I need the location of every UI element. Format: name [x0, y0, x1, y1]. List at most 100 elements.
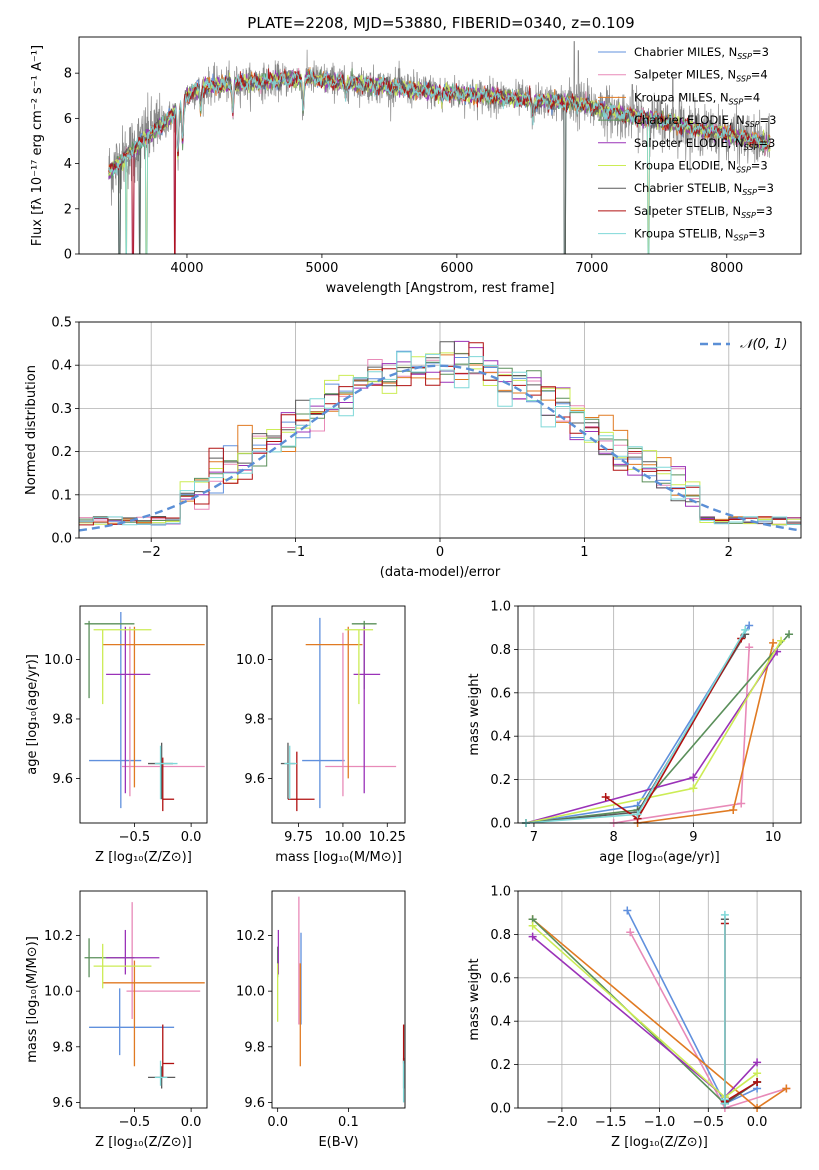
y-tick-label: 0.3: [51, 402, 72, 417]
x-tick-label: 7000: [575, 261, 608, 276]
x-tick-label: −1.0: [644, 1115, 676, 1130]
legend-label: Chabrier STELIB, NSSP=3: [634, 181, 774, 197]
mass-weight-vs-age-panel: 7 8 9 10 0.0 0.2 0.4 0.6 0.8 1.0 age [log₁₀(age/yr…: [467, 600, 802, 865]
axes-frame: [517, 605, 802, 824]
legend-tail: =4: [751, 68, 768, 82]
weight-line-kroupa-stelib: [525, 629, 746, 824]
y-tick-label: 10.2: [44, 929, 73, 944]
mass-vs-extinction-panel: 0.0 0.1 9.6 9.8 10.0 10.2 E(B-V): [236, 890, 406, 1150]
legend-subscript: SSP: [744, 143, 759, 152]
histogram-salpeter-stelib: [79, 342, 801, 526]
legend-tail: =3: [752, 45, 769, 59]
x-tick-label: 0.0: [747, 1115, 768, 1130]
plot-area: [277, 896, 405, 1103]
x-tick-label: −0.5: [119, 1115, 151, 1130]
legend-subscript: SSP: [741, 211, 756, 220]
x-tick-label: −0.5: [119, 830, 151, 845]
weight-marker-kroupa-elodie: [528, 921, 537, 930]
axes-frame: [78, 321, 802, 539]
spectrum-panel: 4000 5000 6000 7000 8000 0 2 4 6 8 wavelength [Ang…: [30, 36, 802, 296]
legend-label: Salpeter ELODIE, NSSP=3: [634, 136, 775, 152]
x-axis-label: age [log₁₀(age/yr)]: [599, 850, 720, 865]
x-tick-label: 8: [610, 830, 618, 845]
legend-label: Kroupa MILES, NSSP=4: [634, 90, 760, 106]
legend-tail: =3: [748, 227, 765, 241]
y-tick-label: 10.0: [44, 985, 73, 1000]
y-tick-label: 0.4: [51, 359, 72, 374]
x-tick-label: 6000: [440, 261, 473, 276]
y-tick-label: 2: [64, 202, 72, 217]
weight-marker-chabrier-elodie: [785, 630, 794, 639]
legend-label: Kroupa STELIB, NSSP=3: [634, 227, 765, 243]
y-tick-label: 0.6: [490, 971, 511, 986]
weight-marker-kroupa-stelib: [720, 910, 729, 919]
legend-label: Salpeter MILES, NSSP=4: [634, 68, 768, 84]
x-tick-label: −1: [286, 545, 305, 560]
legend-subscript: SSP: [729, 97, 744, 106]
x-axis-label: Z [log₁₀(Z/Z⊙)]: [95, 850, 192, 865]
mass-weight-vs-metallicity-panel: −2.0 −1.5 −1.0 −0.5 0.0 0.0 0.2 0.4 0.6 0.8 1.0 Z […: [467, 885, 802, 1150]
weight-marker-salpeter-elodie: [689, 773, 698, 782]
plot-area: [108, 41, 771, 254]
y-tick-label: 9.8: [52, 1040, 73, 1055]
y-tick-label: 0.0: [490, 1102, 511, 1117]
weight-marker-salpeter-elodie: [528, 932, 537, 941]
weight-marker-chabrier-miles: [623, 906, 632, 915]
x-tick-label: −0.5: [693, 1115, 725, 1130]
weight-marker-kroupa-stelib: [633, 810, 642, 819]
weight-marker-chabrier-miles: [745, 621, 754, 630]
x-tick-label: 9: [689, 830, 697, 845]
legend-tail: =3: [751, 159, 768, 173]
x-tick-label: 0.0: [181, 1115, 202, 1130]
y-tick-label: 0.0: [51, 532, 72, 547]
legend-tail: =3: [757, 181, 774, 195]
legend-tail: =4: [743, 90, 760, 104]
y-tick-label: 9.6: [244, 772, 265, 787]
weight-marker-salpeter-stelib: [601, 792, 610, 801]
y-axis-label: mass weight: [467, 958, 482, 1040]
y-tick-label: 6: [64, 112, 72, 127]
y-tick-label: 0.2: [51, 445, 72, 460]
legend-subscript: SSP: [736, 75, 751, 84]
legend-tail: =3: [756, 204, 773, 218]
y-tick-label: 8: [64, 67, 72, 82]
y-tick-label: 9.8: [52, 712, 73, 727]
legend-label: Salpeter STELIB, NSSP=3: [634, 204, 773, 220]
weight-line-kroupa-elodie: [525, 640, 782, 824]
legend-subscript: SSP: [737, 52, 752, 61]
x-tick-label: 4000: [170, 261, 203, 276]
weight-marker-kroupa-stelib: [720, 1095, 729, 1104]
legend-tail: =3: [758, 136, 775, 150]
x-tick-label: 10: [765, 830, 782, 845]
legend-label: Kroupa ELODIE, NSSP=3: [634, 159, 768, 175]
age-vs-metallicity-panel: −0.5 0.0 9.6 9.8 10.0 Z [log₁₀(Z/Z⊙)] age [log…: [25, 605, 208, 865]
x-axis-label: E(B-V): [318, 1135, 358, 1150]
legend-subscript: SSP: [745, 120, 760, 129]
y-tick-label: 9.6: [52, 772, 73, 787]
weight-marker-salpeter-stelib: [753, 1077, 762, 1086]
y-axis-label: age [log₁₀(age/yr)]: [25, 654, 40, 775]
weight-marker-salpeter-elodie: [753, 1058, 762, 1067]
axes-frame: [78, 36, 802, 255]
weight-marker-kroupa-elodie: [777, 636, 786, 645]
y-tick-label: 1.0: [490, 885, 511, 900]
y-tick-label: 0.4: [490, 1015, 511, 1030]
y-tick-label: 10.2: [236, 929, 265, 944]
x-tick-label: 8000: [710, 261, 743, 276]
weight-line-chabrier-elodie: [525, 633, 790, 824]
x-axis-label: Z [log₁₀(Z/Z⊙)]: [611, 1135, 708, 1150]
y-tick-label: 0.4: [490, 730, 511, 745]
axes-frame: [79, 890, 208, 1109]
axes-frame: [79, 605, 208, 824]
figure-title: PLATE=2208, MJD=53880, FIBERID=0340, z=0…: [247, 14, 634, 32]
y-tick-label: 0.8: [490, 643, 511, 658]
y-tick-label: 4: [64, 157, 72, 172]
plot-area: [79, 340, 801, 532]
x-tick-label: 0.1: [338, 1115, 359, 1130]
x-tick-label: 10.25: [369, 830, 406, 845]
x-tick-label: 1: [580, 545, 588, 560]
model-spectrum-kroupa-stelib: [108, 68, 771, 254]
legend-label: Chabrier MILES, NSSP=3: [634, 45, 769, 61]
legend-label: Chabrier ELODIE, NSSP=3: [634, 113, 776, 129]
